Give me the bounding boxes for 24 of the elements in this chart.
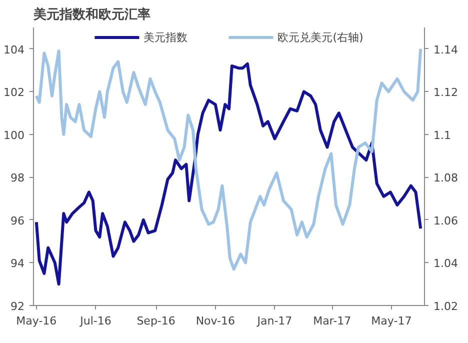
x-tick-label: Mar-17: [313, 314, 352, 328]
y-tick-label: 104: [4, 43, 25, 56]
legend-label: 欧元兑美元(右轴): [278, 30, 364, 44]
y2-tick-label: 1.12: [434, 86, 458, 100]
x-tick-label: May-17: [371, 314, 412, 328]
y2-tick-label: 1.1: [434, 128, 451, 142]
y-tick-label: 92: [10, 300, 25, 313]
y2-tick-label: 1.02: [434, 300, 458, 313]
y2-tick-label: 1.14: [434, 43, 458, 56]
y2-tick-label: 1.04: [434, 257, 458, 270]
y-tick-label: 96: [10, 214, 25, 228]
chart-title: 美元指数和欧元汇率: [32, 6, 150, 22]
x-tick-label: Nov-16: [196, 314, 235, 328]
legend-label: 美元指数: [144, 30, 188, 44]
y-tick-label: 100: [4, 128, 25, 142]
y2-tick-label: 1.08: [434, 172, 458, 185]
y-tick-label: 94: [10, 257, 25, 270]
x-tick-label: May-16: [16, 314, 57, 328]
y-tick-label: 102: [4, 86, 25, 100]
y2-tick-label: 1.06: [434, 214, 458, 228]
x-tick-label: Jul-16: [79, 314, 112, 328]
y-tick-label: 98: [10, 172, 25, 185]
x-tick-label: Jan-17: [256, 314, 292, 328]
x-tick-label: Sep-16: [136, 314, 176, 328]
